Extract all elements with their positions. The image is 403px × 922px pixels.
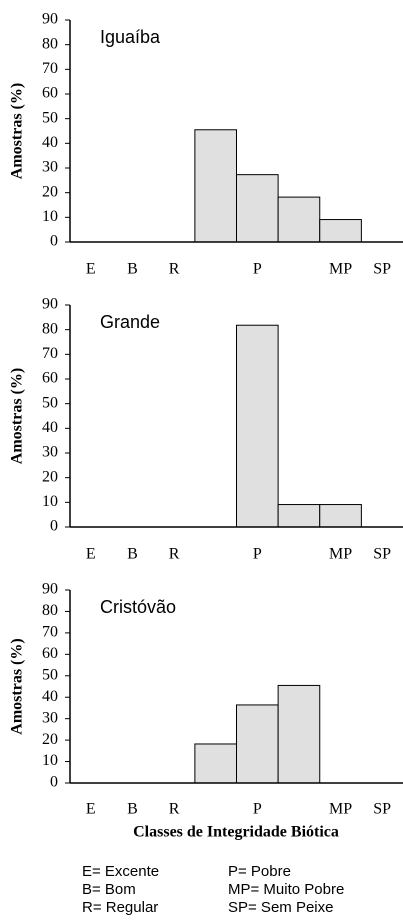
bar: [236, 704, 279, 784]
legend-note: SP= Sem Peixe: [228, 899, 333, 916]
y-tick-label: 10: [42, 752, 58, 769]
y-tick-label: 0: [50, 233, 58, 250]
y-tick-label: 0: [50, 774, 58, 791]
x-tick-label: E: [86, 546, 96, 563]
bar: [277, 196, 321, 243]
bar: [277, 504, 321, 528]
y-tick-label: 90: [42, 296, 58, 313]
y-tick-label: 50: [42, 394, 58, 411]
y-tick-label: 60: [42, 370, 58, 387]
y-tick-label: 70: [42, 345, 58, 362]
x-tick-label: B: [127, 801, 138, 818]
y-tick-label: 20: [42, 468, 58, 485]
panel-title: Iguaíba: [100, 27, 161, 47]
y-tick-label: 40: [42, 134, 58, 151]
panel-title: Cristóvão: [100, 597, 176, 617]
bar: [236, 174, 279, 243]
x-tick-label: MP: [329, 801, 352, 818]
y-tick-label: 30: [42, 444, 58, 461]
y-tick-label: 70: [42, 624, 58, 641]
x-tick-label: R: [169, 546, 180, 563]
bar: [319, 219, 362, 243]
y-tick-label: 70: [42, 60, 58, 77]
y-tick-label: 60: [42, 85, 58, 102]
x-tick-label: P: [253, 801, 262, 818]
legend-note: R= Regular: [82, 899, 158, 916]
y-tick-label: 0: [50, 518, 58, 535]
x-tick-label: P: [253, 546, 262, 563]
x-tick-label: MP: [329, 261, 352, 278]
y-tick-label: 10: [42, 208, 58, 225]
y-tick-label: 40: [42, 688, 58, 705]
y-tick-label: 40: [42, 419, 58, 436]
x-tick-label: SP: [373, 801, 391, 818]
y-tick-label: 80: [42, 35, 58, 52]
legend-note: MP= Muito Pobre: [228, 881, 344, 898]
y-tick-label: 80: [42, 320, 58, 337]
y-tick-label: 80: [42, 602, 58, 619]
y-tick-label: 50: [42, 666, 58, 683]
y-tick-label: 20: [42, 183, 58, 200]
legend-note: B= Bom: [82, 881, 136, 898]
x-tick-label: R: [169, 261, 180, 278]
bar: [319, 504, 362, 528]
panel-title: Grande: [100, 312, 160, 332]
y-axis-title: Amostras (%): [9, 368, 26, 464]
y-tick-label: 10: [42, 493, 58, 510]
bar: [277, 684, 321, 784]
x-tick-label: MP: [329, 546, 352, 563]
y-tick-label: 90: [42, 11, 58, 28]
y-axis-title: Amostras (%): [9, 638, 26, 734]
x-tick-label: P: [253, 261, 262, 278]
bar: [194, 129, 237, 243]
bar: [194, 743, 237, 784]
legend-note: E= Excente: [82, 863, 159, 880]
y-tick-label: 90: [42, 581, 58, 598]
y-tick-label: 50: [42, 109, 58, 126]
x-tick-label: B: [127, 261, 138, 278]
x-tick-label: E: [86, 261, 96, 278]
x-axis-title: Classes de Integridade Biótica: [133, 824, 339, 841]
x-tick-label: SP: [373, 261, 391, 278]
bar: [236, 324, 279, 528]
legend-note: P= Pobre: [228, 863, 291, 880]
y-tick-label: 60: [42, 645, 58, 662]
y-tick-label: 20: [42, 731, 58, 748]
x-tick-label: E: [86, 801, 96, 818]
y-tick-label: 30: [42, 159, 58, 176]
x-tick-label: R: [169, 801, 180, 818]
y-tick-label: 30: [42, 709, 58, 726]
y-axis-title: Amostras (%): [9, 83, 26, 179]
x-tick-label: B: [127, 546, 138, 563]
x-tick-label: SP: [373, 546, 391, 563]
